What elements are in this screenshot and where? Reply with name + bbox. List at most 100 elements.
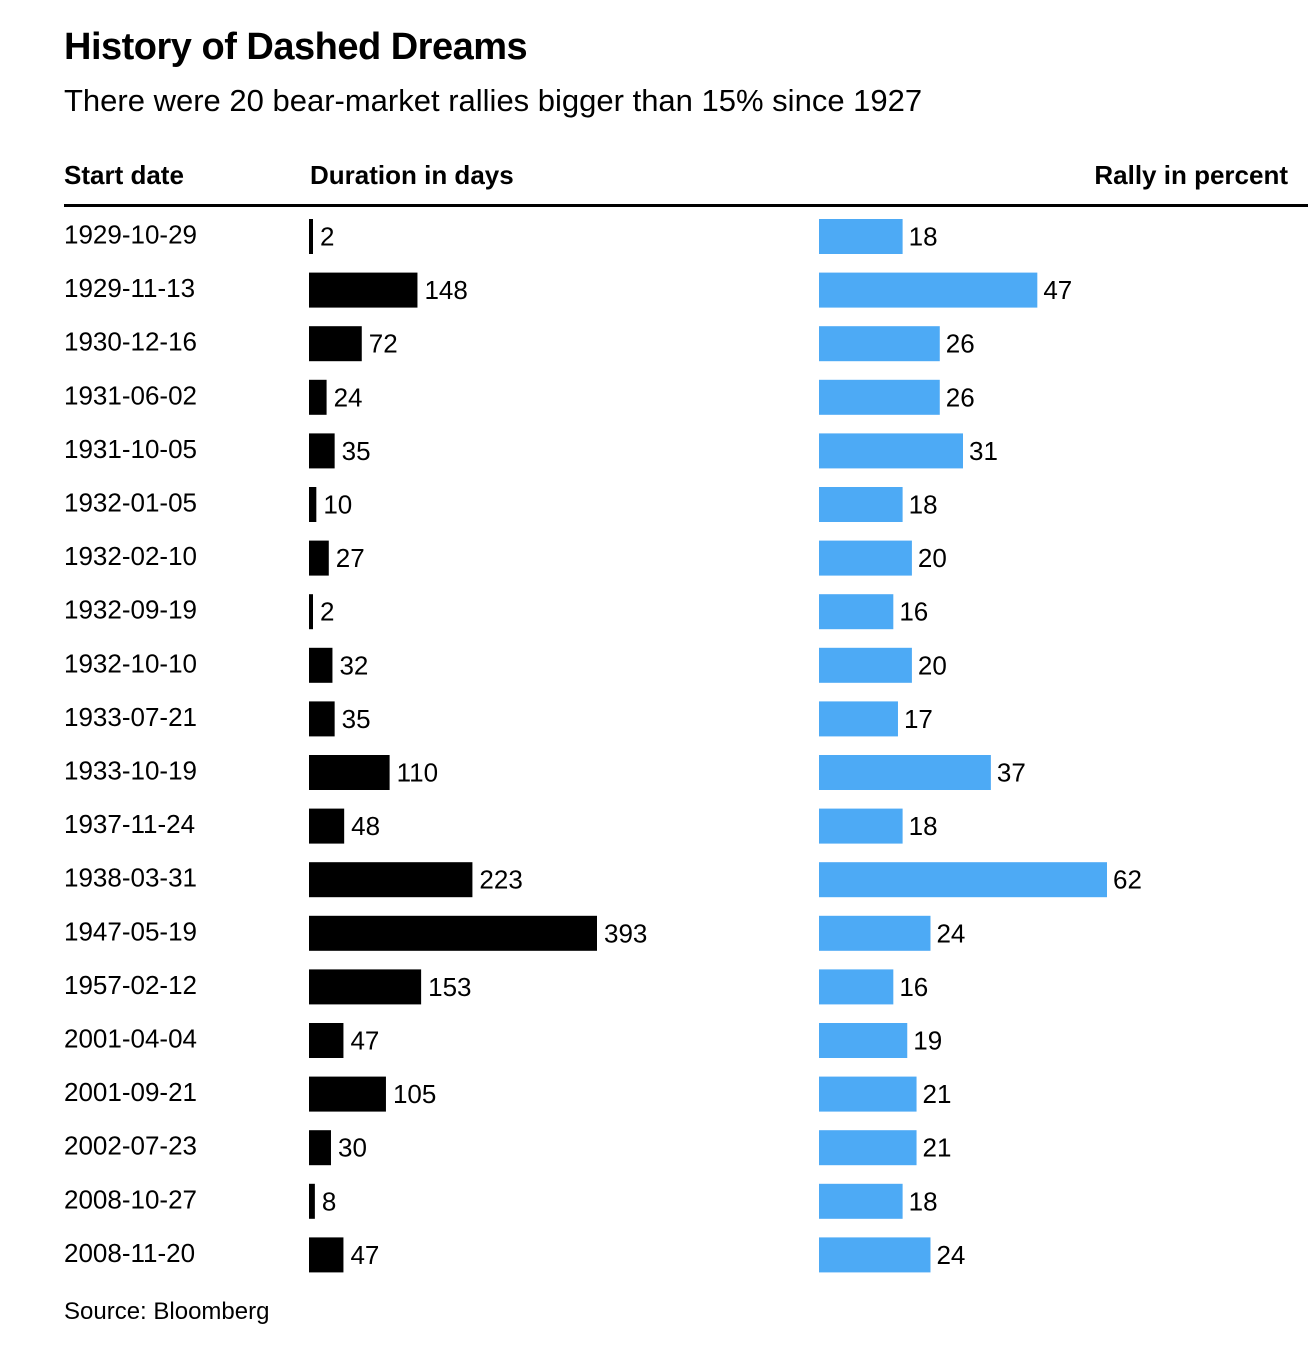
- duration-bar: [309, 969, 422, 1005]
- date-label: 1929-10-29: [64, 220, 197, 250]
- rally-value-label: 16: [899, 972, 928, 1002]
- rally-value-label: 37: [997, 758, 1026, 788]
- rally-value-label: 26: [946, 329, 975, 359]
- rally-value-label: 24: [936, 1240, 965, 1270]
- duration-value-label: 110: [397, 758, 438, 788]
- chart-title: History of Dashed Dreams: [64, 26, 528, 68]
- duration-bar: [309, 379, 327, 415]
- column-header-duration: Duration in days: [310, 160, 514, 190]
- rally-value-label: 62: [1113, 865, 1142, 895]
- chart-row: 1932-09-19 2 16: [64, 594, 928, 630]
- chart-row: 1932-02-10 27 20: [64, 540, 947, 576]
- date-label: 1933-10-19: [64, 756, 197, 786]
- duration-bar: [309, 272, 418, 308]
- duration-value-label: 47: [350, 1240, 379, 1270]
- date-label: 1930-12-16: [64, 327, 197, 357]
- chart-row: 1933-10-19 110 37: [64, 755, 1026, 790]
- duration-bar: [309, 1023, 344, 1058]
- rally-bar: [819, 487, 903, 522]
- duration-value-label: 35: [342, 704, 371, 734]
- rally-bar: [819, 808, 903, 844]
- rally-value-label: 21: [923, 1079, 952, 1109]
- chart-row: 1931-10-05 35 31: [64, 433, 998, 469]
- rally-value-label: 20: [918, 650, 947, 680]
- rally-bar: [819, 1130, 917, 1166]
- date-label: 1938-03-31: [64, 863, 197, 893]
- date-label: 1937-11-24: [64, 809, 195, 839]
- rally-value-label: 18: [909, 1186, 938, 1216]
- duration-value-label: 2: [320, 222, 334, 252]
- duration-value-label: 72: [369, 329, 398, 359]
- duration-bar: [309, 1076, 386, 1112]
- chart-row: 1931-06-02 24 26: [64, 379, 975, 415]
- rally-bar: [819, 969, 894, 1005]
- date-label: 1929-11-13: [64, 273, 195, 303]
- rally-bar: [819, 1076, 917, 1112]
- rally-bar: [819, 647, 912, 683]
- duration-value-label: 32: [339, 650, 368, 680]
- rally-value-label: 19: [913, 1026, 942, 1056]
- chart-row: 1932-01-05 10 18: [64, 487, 938, 522]
- duration-bar: [309, 487, 317, 522]
- rally-bar: [819, 433, 963, 469]
- date-label: 2008-11-20: [64, 1238, 195, 1268]
- duration-bar: [309, 755, 390, 790]
- rally-value-label: 20: [918, 543, 947, 573]
- date-label: 1932-01-05: [64, 488, 197, 518]
- header-divider: [64, 204, 1308, 207]
- duration-bar: [309, 808, 345, 844]
- source-note: Source: Bloomberg: [64, 1298, 270, 1325]
- duration-bar: [309, 862, 473, 898]
- duration-value-label: 393: [604, 918, 647, 948]
- duration-value-label: 27: [336, 543, 365, 573]
- date-label: 2001-09-21: [64, 1077, 197, 1107]
- rally-value-label: 21: [923, 1133, 952, 1163]
- rally-bar: [819, 755, 991, 790]
- column-header-rally: Rally in percent: [1094, 160, 1288, 190]
- date-label: 1932-02-10: [64, 541, 197, 571]
- duration-value-label: 10: [323, 490, 352, 520]
- rally-value-label: 18: [909, 490, 938, 520]
- rally-bar: [819, 701, 898, 737]
- date-label: 1931-10-05: [64, 434, 197, 464]
- duration-bar: [309, 594, 313, 630]
- column-header-start-date: Start date: [64, 160, 184, 190]
- duration-bar: [309, 326, 362, 362]
- duration-bar: [309, 647, 333, 683]
- date-label: 1931-06-02: [64, 380, 197, 410]
- rally-value-label: 24: [936, 918, 965, 948]
- rally-value-label: 31: [969, 436, 998, 466]
- date-label: 2008-10-27: [64, 1184, 197, 1214]
- rally-value-label: 47: [1043, 275, 1072, 305]
- duration-value-label: 148: [424, 275, 467, 305]
- duration-bar: [309, 1237, 344, 1273]
- chart-row: 1957-02-12 153 16: [64, 969, 928, 1005]
- duration-value-label: 47: [350, 1026, 379, 1056]
- duration-value-label: 105: [393, 1079, 436, 1109]
- rally-bar: [819, 272, 1038, 308]
- date-label: 1933-07-21: [64, 702, 197, 732]
- chart-row: 2008-10-27 8 18: [64, 1183, 938, 1219]
- duration-value-label: 2: [320, 597, 334, 627]
- rally-bar: [819, 1183, 903, 1219]
- chart-row: 2002-07-23 30 21: [64, 1130, 952, 1166]
- chart-row: 1947-05-19 393 24: [64, 915, 965, 951]
- duration-bar: [309, 1183, 315, 1219]
- chart-row: 1929-11-13 148 47: [64, 272, 1072, 308]
- duration-value-label: 153: [428, 972, 471, 1002]
- duration-bar: [309, 219, 313, 254]
- date-label: 1957-02-12: [64, 970, 197, 1000]
- rally-value-label: 18: [909, 222, 938, 252]
- rally-bar: [819, 379, 940, 415]
- rally-value-label: 18: [909, 811, 938, 841]
- rally-bar: [819, 862, 1107, 898]
- rally-value-label: 17: [904, 704, 933, 734]
- rally-value-label: 26: [946, 382, 975, 412]
- duration-bar: [309, 915, 597, 951]
- rally-value-label: 16: [899, 597, 928, 627]
- chart-row: 1937-11-24 48 18: [64, 808, 938, 844]
- chart-row: 2001-09-21 105 21: [64, 1076, 952, 1112]
- chart-subtitle: There were 20 bear-market rallies bigger…: [64, 83, 923, 118]
- chart-row: 2008-11-20 47 24: [64, 1237, 965, 1273]
- duration-bar: [309, 433, 335, 469]
